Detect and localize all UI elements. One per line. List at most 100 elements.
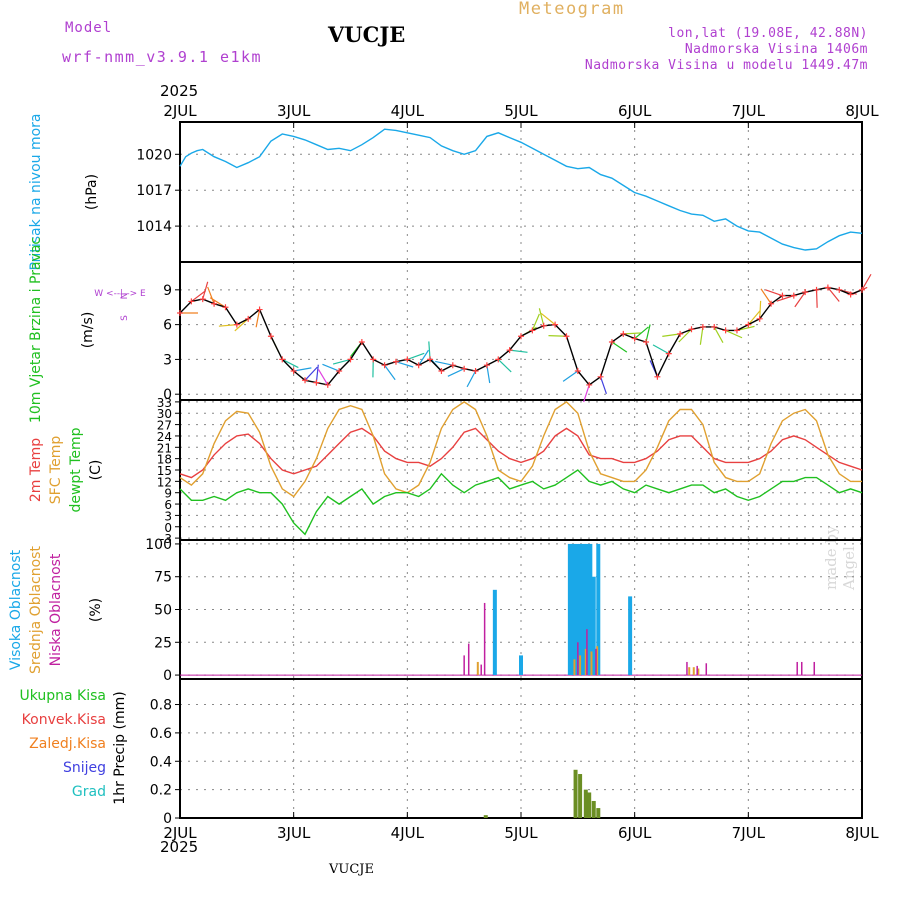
wind-speed-marker <box>290 368 297 375</box>
wind-speed-marker <box>415 362 422 369</box>
cloud-bar <box>463 655 465 676</box>
cloud-bar <box>596 543 601 676</box>
wind-speed-marker <box>222 304 229 311</box>
y-tick-label: 27 <box>157 419 172 433</box>
panel-frame-precip <box>179 678 863 819</box>
cloud-bar <box>483 602 486 676</box>
wind-speed-marker <box>540 322 547 329</box>
wind-speed-marker <box>427 356 434 363</box>
y-tick-label: 3 <box>164 509 172 523</box>
cloud-bar <box>581 543 586 676</box>
wind-speed-marker <box>859 286 865 293</box>
y-tick-label: 1014 <box>136 219 172 235</box>
model-name: wrf-nmm_v3.9.1 e1km <box>62 48 263 66</box>
wind-arrow <box>736 325 755 332</box>
cloud-bar <box>688 667 691 676</box>
precip-bar <box>596 808 601 818</box>
wind-speed-marker <box>313 379 320 386</box>
wind-speed-marker <box>790 292 797 299</box>
wind-speed-marker <box>302 377 309 384</box>
wind-speed-marker <box>733 327 740 334</box>
station-title: VUCJE <box>328 22 406 47</box>
wind-arrow <box>418 349 430 366</box>
wind-unit-label: (m/s) <box>80 312 96 349</box>
wind-arrow <box>678 328 692 343</box>
y-tick-label: 0 <box>163 668 172 684</box>
y-tick-label: 30 <box>157 407 172 421</box>
wind-speed-marker <box>529 327 536 334</box>
wind-arrow <box>497 358 512 373</box>
year-bottom: 2025 <box>160 838 199 856</box>
cloud-bar <box>588 543 593 676</box>
wind-arrow <box>207 286 215 304</box>
wind-speed-marker <box>279 356 286 363</box>
wind-arrow <box>322 363 340 372</box>
wind-arrow <box>652 344 670 355</box>
wind-speed-marker <box>756 315 763 322</box>
wind-speed-marker <box>483 362 490 369</box>
x-tick-label-top: 5JUL <box>504 102 538 120</box>
temp-sfc-line <box>179 400 862 498</box>
cloud-bar <box>591 576 596 676</box>
cloud-bar <box>596 646 599 676</box>
wind-speed-marker <box>370 356 377 363</box>
temp-sfc-label: SFC Temp <box>48 436 64 505</box>
cloud-bar <box>467 643 470 676</box>
cloud-bar <box>584 648 587 676</box>
y-tick-label: 25 <box>154 635 172 651</box>
wind-arrow <box>282 358 299 369</box>
wind-speed-marker <box>381 362 388 369</box>
wind-speed-marker <box>392 358 399 365</box>
y-tick-label: 100 <box>145 537 172 553</box>
dewpoint-label: dewpt Temp <box>68 427 84 512</box>
cloud-bar <box>595 648 597 676</box>
x-tick-label-bottom: 8JUL <box>845 824 879 842</box>
temp-unit-label: (C) <box>88 460 104 481</box>
wind-speed-marker <box>461 365 468 372</box>
wind-speed-marker <box>620 330 627 337</box>
y-tick-label: 18 <box>157 453 172 467</box>
precip-bar <box>587 792 592 818</box>
wind-arrow <box>191 290 207 302</box>
wind-arrow <box>447 368 465 377</box>
wind-speed-marker <box>768 300 775 307</box>
cloud-low-label: Niska Oblacnost <box>48 553 64 666</box>
wind-arrow <box>760 288 772 305</box>
y-tick-label: 0.4 <box>150 754 172 770</box>
y-tick-label: 0 <box>163 811 172 827</box>
x-tick-label-top: 2JUL <box>163 102 197 120</box>
wind-speed-marker <box>711 323 718 330</box>
precip-bar <box>483 815 488 818</box>
wind-arrow <box>384 364 396 381</box>
wind-speed-marker <box>177 310 183 317</box>
wind-speed-marker <box>563 333 570 340</box>
wind-speed-marker <box>597 373 604 380</box>
wind-speed-marker <box>256 306 263 313</box>
wind-axis-label: 10m Vjetar Brzina i Pravac <box>28 237 44 423</box>
wind-arrow <box>540 312 556 326</box>
wind-arrow <box>861 273 872 291</box>
y-tick-label: 1020 <box>136 147 172 163</box>
wind-speed-marker <box>518 333 524 340</box>
wind-dir-we: W <--|--> E <box>94 289 146 299</box>
wind-speed-marker <box>574 368 581 375</box>
precip-unit-label: 1hr Precip (mm) <box>112 691 128 804</box>
wind-arrow <box>538 308 545 326</box>
wind-arrow <box>304 366 318 381</box>
cloud-bar <box>584 543 589 676</box>
precip-legend-2: Zaledj.Kisa <box>29 736 106 752</box>
wind-speed-marker <box>495 356 502 363</box>
wind-speed-marker <box>245 315 252 322</box>
wind-arrow <box>332 358 351 365</box>
wind-dir-n: N <box>120 293 130 300</box>
cloud-bar <box>628 596 633 676</box>
y-tick-label: 15 <box>157 464 172 478</box>
temp-2m-line <box>179 427 863 479</box>
cloud-bar <box>697 668 700 676</box>
y-tick-label: 0.8 <box>150 698 172 714</box>
y-tick-label: 9 <box>164 487 172 501</box>
wind-speed-marker <box>654 373 661 380</box>
wind-speed-marker <box>643 339 650 346</box>
precip-bar <box>578 774 583 818</box>
